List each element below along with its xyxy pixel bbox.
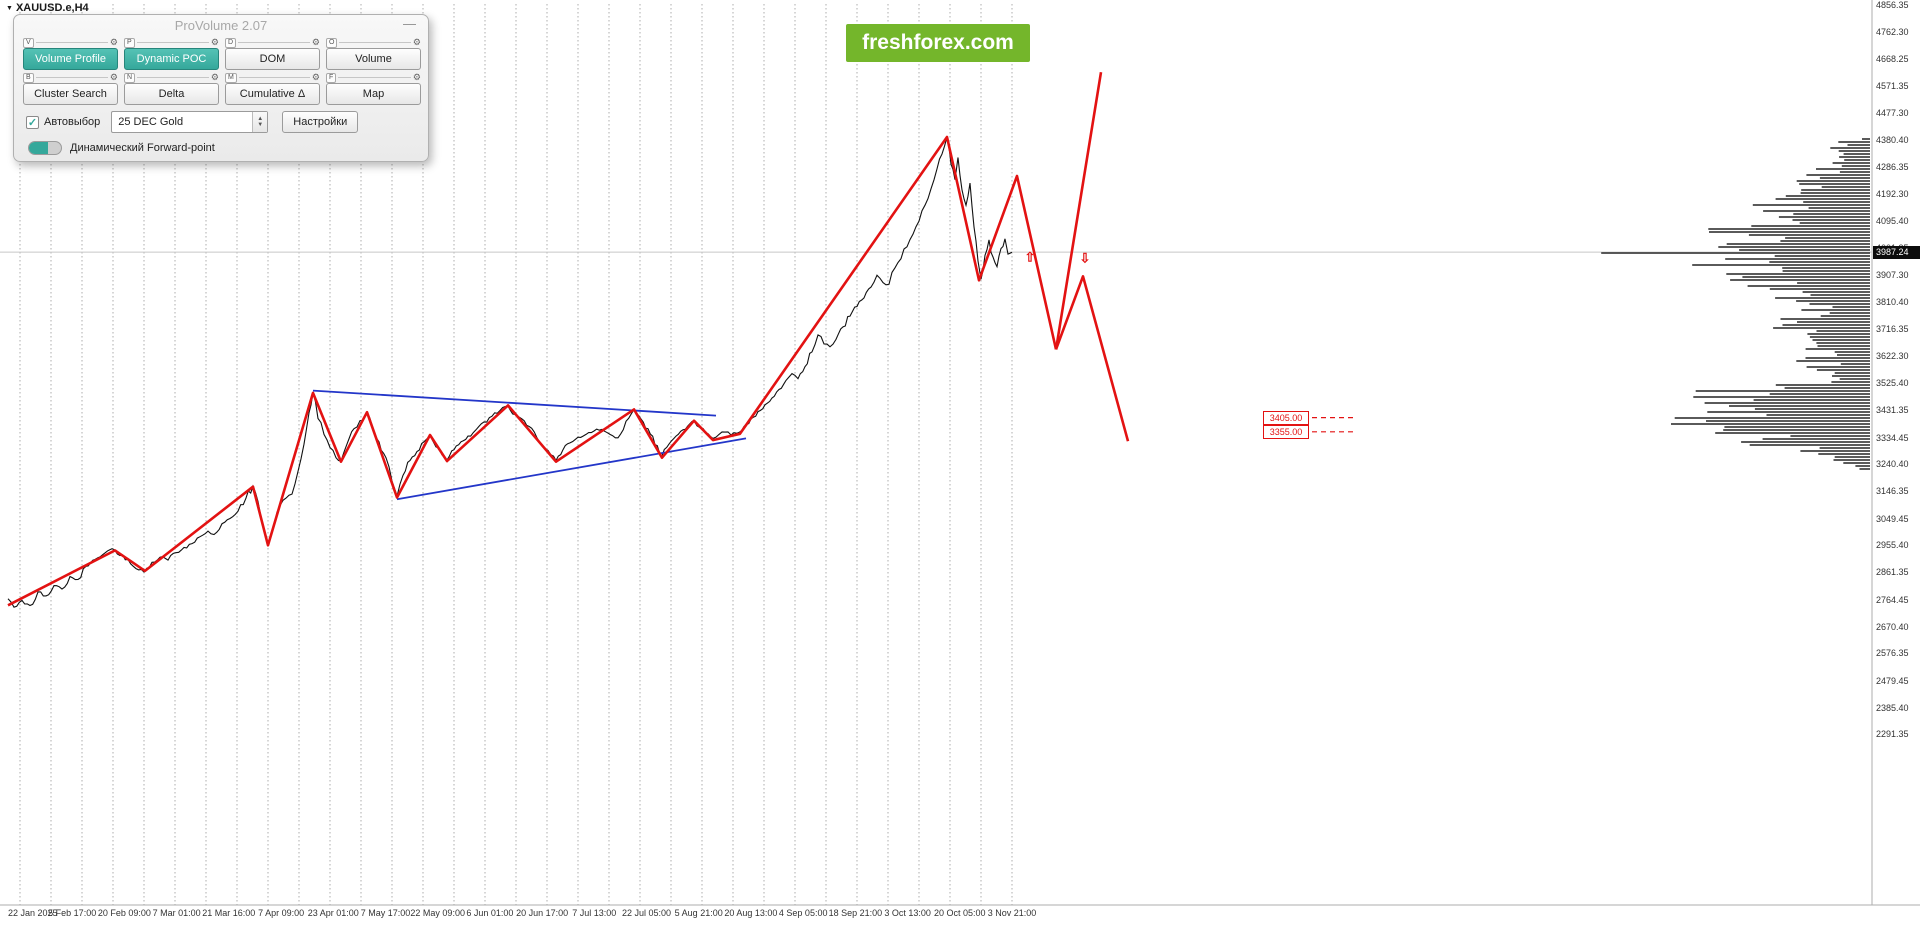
gear-icon[interactable]: ⚙ — [311, 37, 320, 47]
hotkey-badge: D — [225, 37, 237, 48]
symbol-triangle-icon: ▼ — [6, 4, 13, 12]
gear-icon[interactable]: ⚙ — [412, 72, 421, 82]
current-price-tag: 3987.24 — [1873, 245, 1920, 259]
toggle-on-segment — [29, 142, 48, 154]
map-button[interactable]: Map — [326, 83, 421, 105]
volume-profile-button[interactable]: Volume Profile — [23, 48, 118, 70]
dom-button[interactable]: DOM — [225, 48, 320, 70]
tool-header: V ⚙ — [23, 37, 118, 48]
divider-line — [136, 42, 209, 43]
tool-cluster-search: B ⚙ Cluster Search — [23, 72, 118, 105]
instrument-row: ✓ Автовыбор 25 DEC Gold ▲ ▼ Настройки — [26, 111, 359, 133]
gear-icon[interactable]: ⚙ — [412, 37, 421, 47]
gear-icon[interactable]: ⚙ — [109, 37, 118, 47]
hotkey-badge: P — [124, 37, 135, 48]
instrument-value: 25 DEC Gold — [118, 116, 184, 128]
volume-button[interactable]: Volume — [326, 48, 421, 70]
tool-volume: O ⚙ Volume — [326, 37, 421, 70]
cluster-search-button[interactable]: Cluster Search — [23, 83, 118, 105]
gear-icon[interactable]: ⚙ — [210, 72, 219, 82]
gear-icon[interactable]: ⚙ — [311, 72, 320, 82]
divider-line — [238, 42, 310, 43]
hotkey-badge: B — [23, 72, 34, 83]
instrument-selector[interactable]: 25 DEC Gold ▲ ▼ — [111, 111, 269, 133]
tool-header: M ⚙ — [225, 72, 320, 83]
spin-up-icon[interactable]: ▲ — [257, 116, 264, 122]
symbol-text: XAUUSD.e,H4 — [15, 2, 89, 14]
tool-button-grid: V ⚙ Volume Profile P ⚙ Dynamic POC D ⚙ DOM O ⚙ Volu… — [23, 37, 421, 105]
tool-header: B ⚙ — [23, 72, 118, 83]
gear-icon[interactable]: ⚙ — [210, 37, 219, 47]
divider-line — [238, 77, 310, 78]
tool-header: O ⚙ — [326, 37, 421, 48]
panel-title: ProVolume 2.07 — [174, 18, 268, 33]
gear-icon[interactable]: ⚙ — [109, 72, 118, 82]
tool-volume-profile: V ⚙ Volume Profile — [23, 37, 118, 70]
spin-down-icon[interactable]: ▼ — [257, 122, 264, 128]
divider-line — [35, 77, 108, 78]
forward-point-row: Динамический Forward-point — [28, 141, 215, 155]
forward-point-label: Динамический Forward-point — [70, 142, 215, 154]
tool-delta: N ⚙ Delta — [124, 72, 219, 105]
hotkey-badge: V — [23, 37, 34, 48]
divider-line — [137, 77, 209, 78]
symbol-timeframe-label: ▼ XAUUSD.e,H4 — [6, 2, 89, 14]
divider-line — [35, 42, 108, 43]
signal-arrow-icon: ⇩ — [1080, 251, 1091, 266]
tool-header: N ⚙ — [124, 72, 219, 83]
tool-cumulative: M ⚙ Cumulative Δ — [225, 72, 320, 105]
dynamic-poc-button[interactable]: Dynamic POC — [124, 48, 219, 70]
settings-button[interactable]: Настройки — [282, 111, 359, 133]
instrument-spinner[interactable]: ▲ ▼ — [252, 112, 268, 132]
tool-header: F ⚙ — [326, 72, 421, 83]
hotkey-badge: O — [326, 37, 338, 48]
autoselect-checkbox[interactable]: ✓ — [26, 115, 39, 129]
signal-arrow-icon: ⇧ — [1025, 249, 1036, 264]
divider-line — [339, 42, 411, 43]
tool-header: D ⚙ — [225, 37, 320, 48]
divider-line — [338, 77, 411, 78]
cumulative-button[interactable]: Cumulative Δ — [225, 83, 320, 105]
hotkey-badge: N — [124, 72, 136, 83]
tool-dom: D ⚙ DOM — [225, 37, 320, 70]
tool-dynamic-poc: P ⚙ Dynamic POC — [124, 37, 219, 70]
tool-header: P ⚙ — [124, 37, 219, 48]
forward-point-toggle[interactable] — [28, 141, 62, 155]
autoselect-label: Автовыбор — [44, 116, 101, 128]
tool-map: F ⚙ Map — [326, 72, 421, 105]
provolume-panel: ProVolume 2.07 — V ⚙ Volume Profile P ⚙ Dynam… — [13, 14, 429, 162]
minimize-button[interactable]: — — [403, 16, 416, 31]
hotkey-badge: F — [326, 72, 337, 83]
delta-button[interactable]: Delta — [124, 83, 219, 105]
hotkey-badge: M — [225, 72, 237, 83]
freshforex-banner: freshforex.com — [846, 24, 1030, 62]
